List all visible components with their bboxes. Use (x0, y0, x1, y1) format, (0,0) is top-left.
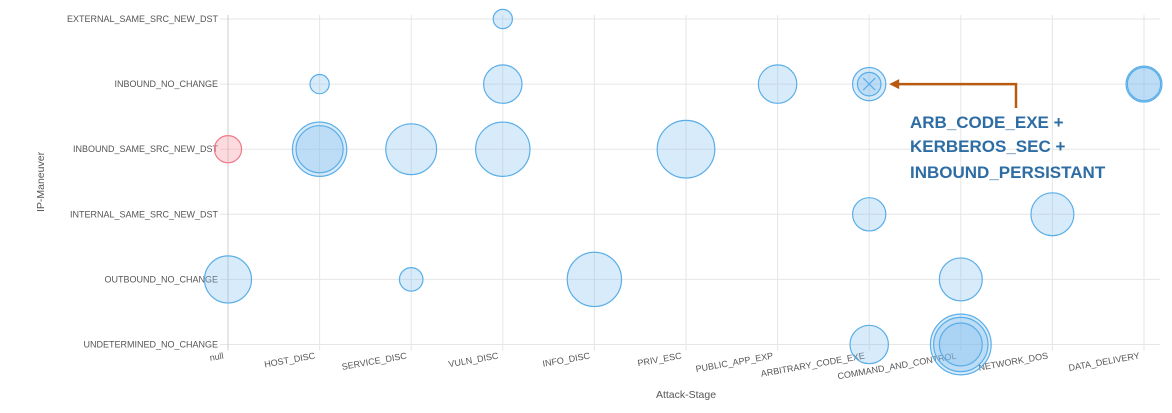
bubble-point (295, 125, 344, 174)
x-tick-label: HOST_DISC (263, 351, 316, 370)
bubble-point (492, 8, 513, 30)
bubble-point (933, 316, 989, 373)
bubble-point (656, 119, 716, 179)
annotation-arrowhead (889, 79, 900, 90)
bubble-point (398, 267, 424, 292)
bubble-layer (203, 8, 1163, 376)
x-axis-title: Attack-Stage (656, 389, 716, 401)
bubble-point (1126, 66, 1162, 102)
x-tick-label: null (209, 351, 225, 363)
annotation-line-1: ARB_CODE_EXE + (910, 113, 1064, 132)
bubble-point (291, 121, 348, 177)
y-tick-label: INBOUND_NO_CHANGE (114, 79, 218, 89)
bubble-point (1125, 65, 1163, 103)
y-tick-label: EXTERNAL_SAME_SRC_NEW_DST (67, 14, 219, 24)
bubble-point (1030, 192, 1075, 237)
annotation-line-3: INBOUND_PERSISTANT (910, 163, 1106, 182)
bubble-point (385, 123, 438, 176)
x-tick-label: VULN_DISC (448, 351, 500, 370)
bubble-point (757, 64, 798, 104)
annotation-layer: ARB_CODE_EXE + KERBEROS_SEC + INBOUND_PE… (889, 79, 1106, 182)
grid-layer (220, 15, 1160, 351)
x-tick-label: INFO_DISC (542, 351, 592, 369)
bubble-point (309, 73, 330, 95)
x-tick-label: DATA_DELIVERY (1068, 351, 1141, 373)
y-tick-label: UNDETERMINED_NO_CHANGE (83, 340, 218, 350)
y-tick-label: INBOUND_SAME_SRC_NEW_DST (73, 144, 219, 154)
annotation-arrow (897, 82, 1018, 108)
bubble-point (851, 197, 887, 232)
bubble-point (849, 324, 890, 365)
y-tick-label: INTERNAL_SAME_SRC_NEW_DST (70, 209, 219, 219)
x-tick-label: PRIV_ESC (637, 351, 683, 369)
bubble-point (566, 251, 623, 308)
x-tick-label: SERVICE_DISC (341, 351, 408, 372)
bubble-point (213, 135, 243, 164)
annotation-target-marker (862, 77, 876, 91)
annotation-line-2: KERBEROS_SEC + (910, 137, 1065, 156)
y-tick-label: OUTBOUND_NO_CHANGE (104, 274, 218, 284)
bubble-point (475, 121, 531, 177)
bubble-point (938, 322, 983, 367)
bubble-point (203, 255, 253, 304)
bubble-point (938, 257, 983, 302)
y-axis-title: IP-Maneuver (35, 151, 47, 212)
bubble-point (482, 64, 523, 104)
